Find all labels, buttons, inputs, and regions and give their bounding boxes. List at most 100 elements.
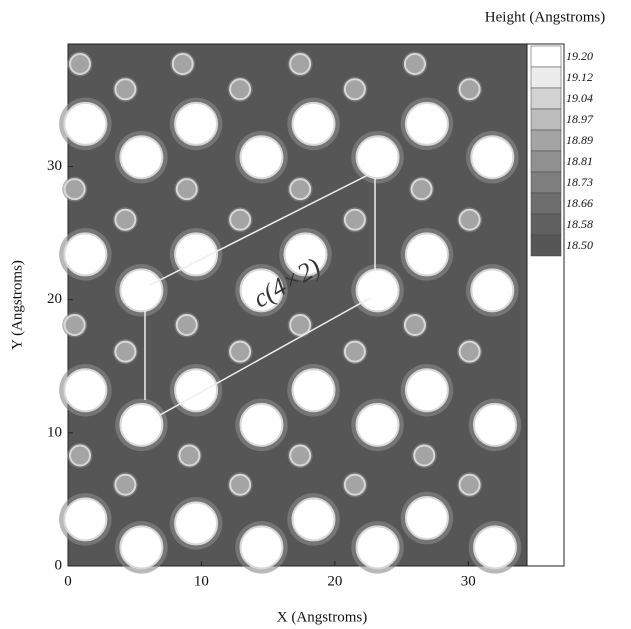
colorbar-cell [530,150,562,173]
colorbar-cell [530,129,562,152]
feature [229,78,252,101]
feature [404,101,449,146]
plot-area [59,43,528,574]
x-tick-label: 30 [461,573,476,589]
feature [291,368,336,413]
feature [404,232,449,277]
feature [174,368,219,413]
feature [114,78,137,101]
feature [63,178,86,201]
feature [174,232,219,277]
feature [343,340,366,363]
colorbar-cell [530,213,562,236]
feature [239,402,284,447]
feature [119,402,164,447]
feature [175,178,198,201]
feature [63,368,108,413]
feature [239,525,284,570]
feature [119,135,164,180]
colorbar-cell [530,108,562,131]
feature [175,313,198,336]
colorbar-label: 18.81 [566,154,593,168]
feature [239,268,284,313]
x-tick-label: 0 [64,573,72,589]
feature [355,135,400,180]
feature [229,340,252,363]
unit-cell [144,174,376,416]
feature [114,473,137,496]
feature [458,340,481,363]
colorbar-label: 19.20 [566,49,593,63]
feature [355,402,400,447]
colorbar-cell [530,192,562,215]
feature [114,340,137,363]
feature [355,525,400,570]
colorbar-label: 19.12 [566,70,593,84]
feature [403,313,426,336]
feature [343,208,366,231]
colorbar-label: 18.66 [566,196,593,210]
colorbar-cell [530,45,562,68]
feature [410,178,433,201]
feature [283,232,328,277]
feature [229,208,252,231]
feature [404,368,449,413]
feature [63,497,108,542]
y-tick-label: 0 [55,557,63,573]
feature [470,135,515,180]
feature [174,101,219,146]
feature [174,501,219,546]
feature [404,496,449,541]
feature [69,444,92,467]
y-tick-label: 20 [47,291,62,307]
y-tick-label: 30 [47,158,62,174]
colorbar-label: 19.04 [566,91,593,105]
feature [114,208,137,231]
feature [343,78,366,101]
feature [289,52,312,75]
feature [63,232,108,277]
x-tick-label: 20 [327,573,342,589]
colorbar-label: 18.58 [566,217,593,231]
x-tick-label: 10 [194,573,209,589]
feature [63,101,108,146]
feature [458,208,481,231]
feature [343,473,366,496]
colorbar-label: 18.97 [566,112,594,126]
y-tick-label: 10 [47,424,62,440]
colorbar-title: Height (Angstroms) [485,9,605,25]
feature [178,444,201,467]
x-axis-label: X (Angstroms) [277,609,367,625]
feature [458,78,481,101]
feature [403,52,426,75]
colorbar-cell [530,87,562,110]
feature [63,313,86,336]
feature [470,268,515,313]
feature [472,525,517,570]
feature [413,444,436,467]
feature [289,444,312,467]
feature [171,52,194,75]
feature [239,135,284,180]
colorbar-cell [530,171,562,194]
feature [69,52,92,75]
colorbar-label: 18.89 [566,133,593,147]
y-axis-label: Y (Angstroms) [9,260,25,350]
colorbar-label: 18.50 [566,238,593,252]
colorbar-frame [526,43,565,567]
feature [229,473,252,496]
colorbar: 19.20 19.12 19.04 18.97 18.89 18.81 18.73 18.66… [526,43,594,567]
feature [119,268,164,313]
feature [355,268,400,313]
feature [291,497,336,542]
feature [119,525,164,570]
colorbar-cell [530,234,562,257]
colorbar-label: 18.73 [566,175,593,189]
feature [458,473,481,496]
feature [289,313,312,336]
feature [291,101,336,146]
colorbar-cell [530,66,562,89]
feature [472,402,517,447]
